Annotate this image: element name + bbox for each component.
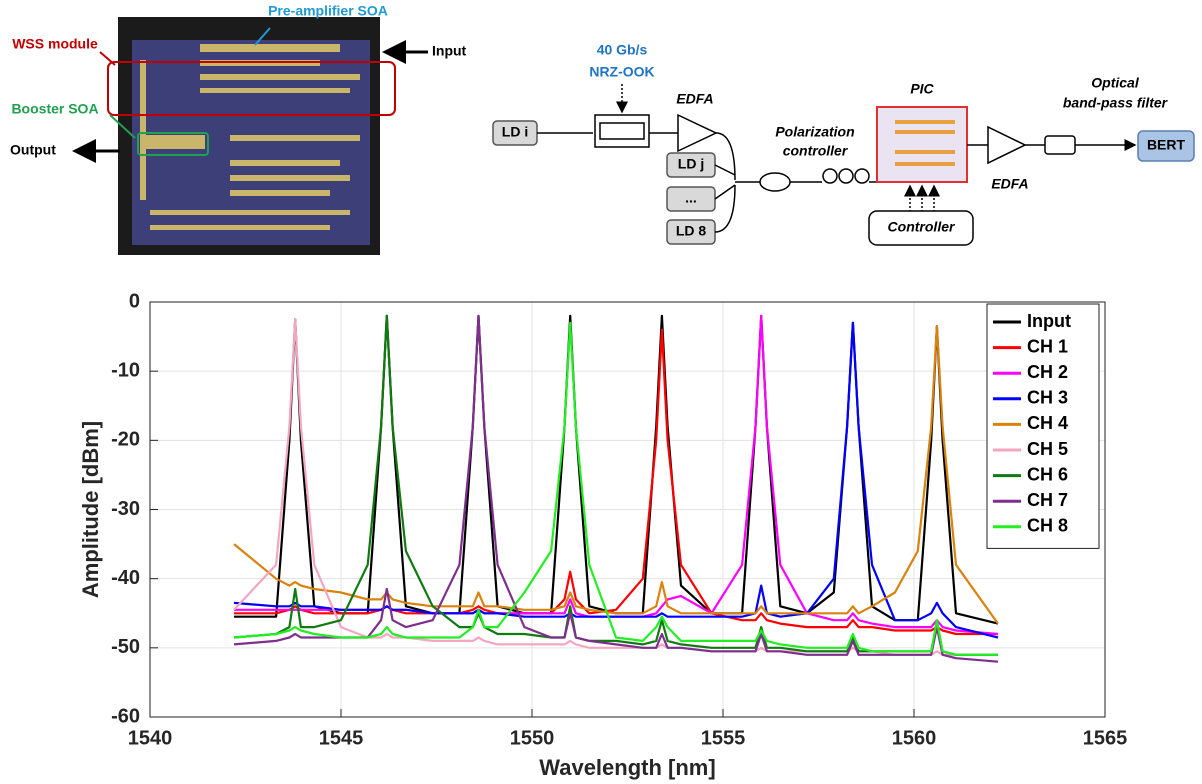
- label: Output: [10, 142, 56, 158]
- y-tick-label: -10: [111, 359, 140, 381]
- label: Optical: [1091, 75, 1140, 91]
- label: LD i: [502, 124, 528, 140]
- series-line: [233, 321, 999, 639]
- legend-box: [986, 303, 1100, 549]
- label: LD 8: [676, 223, 707, 239]
- series-line: [233, 314, 998, 656]
- label: band-pass filter: [1063, 95, 1169, 111]
- x-axis-label: Wavelength [nm]: [539, 755, 715, 780]
- label: 40 Gb/s: [597, 42, 648, 58]
- label: PIC: [910, 81, 934, 97]
- series-line: [233, 325, 999, 625]
- setup-diagram: 40 Gb/s NRZ-OOK LD i EDFA LD j ... LD 8 …: [492, 42, 1195, 246]
- series-line: [233, 314, 999, 663]
- label: Pre-amplifier SOA: [268, 3, 388, 19]
- legend-label: CH 4: [1027, 413, 1068, 433]
- label: Controller: [888, 219, 956, 235]
- label: Input: [432, 43, 467, 59]
- legend-label: CH 1: [1027, 336, 1068, 356]
- axes-frame: [149, 301, 1106, 718]
- x-tick-label: 1560: [892, 727, 937, 749]
- y-tick-label: 0: [129, 290, 140, 312]
- series-line: [233, 321, 998, 656]
- x-tick-label: 1540: [128, 727, 173, 749]
- y-tick-label: -20: [111, 429, 140, 451]
- x-tick-label: 1565: [1083, 727, 1128, 749]
- label: controller: [783, 143, 849, 159]
- legend-label: Input: [1027, 311, 1071, 331]
- label: ...: [685, 190, 697, 206]
- label: LD j: [678, 156, 704, 172]
- legend-label: CH 6: [1027, 464, 1068, 484]
- legend-label: CH 3: [1027, 388, 1068, 408]
- legend-label: CH 2: [1027, 362, 1068, 382]
- y-axis-label: Amplitude [dBm]: [78, 421, 103, 598]
- y-tick-label: -60: [111, 705, 140, 727]
- label: EDFA: [676, 91, 713, 107]
- label: BERT: [1147, 137, 1186, 153]
- label: Booster SOA: [11, 101, 98, 117]
- chip-photo: Pre-amplifier SOA WSS module Booster SOA…: [10, 3, 467, 255]
- label: WSS module: [12, 36, 98, 52]
- x-tick-label: 1555: [701, 727, 746, 749]
- y-tick-label: -30: [111, 498, 140, 520]
- label: NRZ-OOK: [589, 64, 654, 80]
- x-tick-label: 1545: [319, 727, 364, 749]
- legend-label: CH 8: [1027, 516, 1068, 536]
- y-tick-label: -50: [111, 636, 140, 658]
- legend-label: CH 7: [1027, 490, 1068, 510]
- y-tick-label: -40: [111, 567, 140, 589]
- legend-label: CH 5: [1027, 439, 1068, 459]
- x-tick-label: 1550: [510, 727, 555, 749]
- label: EDFA: [991, 176, 1028, 192]
- label: Polarization: [775, 124, 854, 140]
